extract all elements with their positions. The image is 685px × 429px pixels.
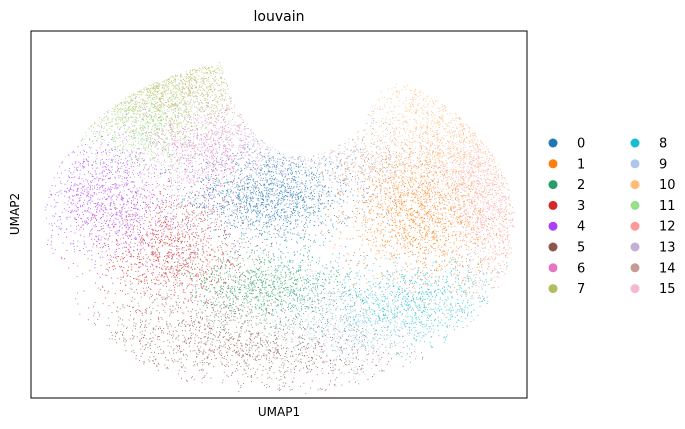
legend-marker-12 xyxy=(630,221,640,231)
cluster-7-points xyxy=(77,62,262,187)
cluster-9-marks xyxy=(216,253,453,391)
legend-label-15: 15 xyxy=(659,282,676,297)
legend-marker-9 xyxy=(630,159,640,169)
legend-label-3: 3 xyxy=(577,199,585,214)
points-layer xyxy=(44,62,515,395)
legend-marker-1 xyxy=(548,159,558,169)
legend-label-0: 0 xyxy=(577,137,585,152)
legend-marker-2 xyxy=(548,180,558,190)
legend-marker-4 xyxy=(548,221,558,231)
legend-marker-5 xyxy=(548,242,558,252)
cluster-9-points xyxy=(216,253,453,391)
cluster-14-points xyxy=(299,123,450,216)
legend-label-12: 12 xyxy=(659,220,676,235)
cluster-10-marks xyxy=(350,83,514,249)
legend-marker-10 xyxy=(630,180,640,190)
legend-marker-7 xyxy=(548,284,558,294)
chart-title: louvain xyxy=(254,9,305,25)
legend-label-14: 14 xyxy=(659,261,676,276)
cluster-7-marks xyxy=(77,62,262,187)
cluster-8-marks xyxy=(257,231,508,372)
legend-label-5: 5 xyxy=(577,241,585,256)
legend-label-2: 2 xyxy=(577,178,585,193)
cluster-14-marks xyxy=(299,123,450,216)
legend-marker-6 xyxy=(548,263,558,273)
legend-label-10: 10 xyxy=(659,178,676,193)
plot-area xyxy=(30,30,528,399)
legend-marker-14 xyxy=(630,263,640,273)
legend-label-11: 11 xyxy=(659,199,676,214)
legend-label-4: 4 xyxy=(577,220,585,235)
cluster-8-points xyxy=(257,231,508,372)
legend-marker-11 xyxy=(630,200,640,210)
legend-label-9: 9 xyxy=(659,157,667,172)
legend-label-8: 8 xyxy=(659,137,667,152)
cluster-10-points xyxy=(350,83,514,249)
legend-marker-15 xyxy=(630,284,640,294)
legend-marker-3 xyxy=(548,200,558,210)
legend-marker-0 xyxy=(548,138,558,148)
legend-label-7: 7 xyxy=(577,282,585,297)
y-axis-label: UMAP2 xyxy=(8,193,22,235)
legend-label-1: 1 xyxy=(577,157,585,172)
legend-marker-13 xyxy=(630,242,640,252)
legend-label-13: 13 xyxy=(659,241,676,256)
legend-label-6: 6 xyxy=(577,261,585,276)
legend-marker-8 xyxy=(630,138,640,148)
x-axis-label: UMAP1 xyxy=(258,405,300,419)
